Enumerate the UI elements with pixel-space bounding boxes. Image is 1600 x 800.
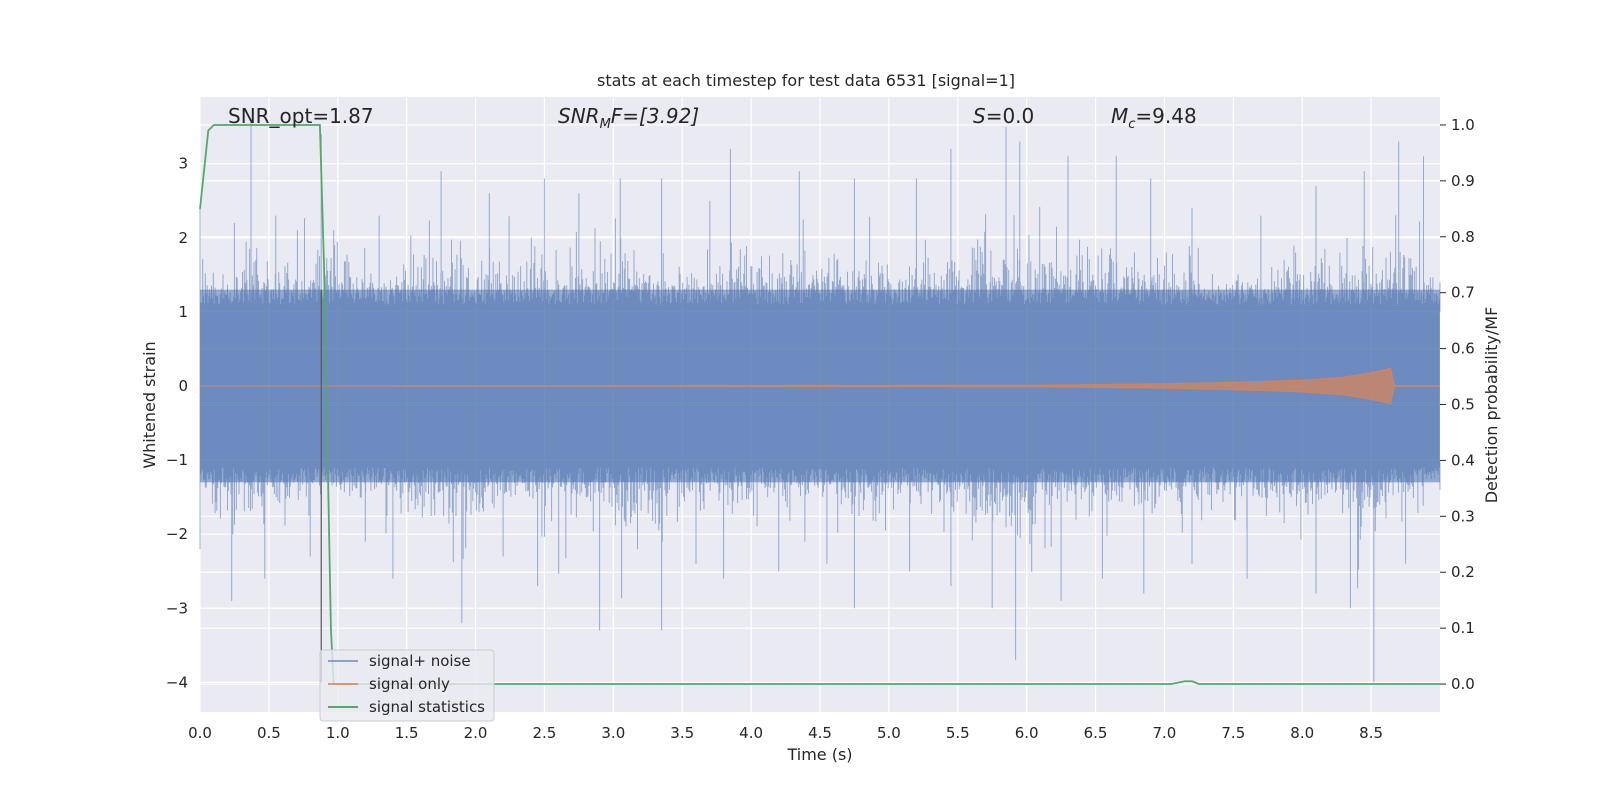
y2-tick-label: 0.0 (1451, 675, 1475, 693)
x-axis-label: Time (s) (786, 745, 852, 764)
annotation-snr-mf-sub: M (600, 117, 611, 132)
y2-tick-label: 0.6 (1451, 340, 1475, 358)
annotation-s-base: S (973, 104, 986, 128)
x-tick-label: 6.0 (1015, 724, 1039, 742)
annotation-s-rest: =0.0 (986, 104, 1035, 128)
x-tick-label: 4.0 (739, 724, 763, 742)
y-tick-label: −2 (166, 525, 188, 543)
annotation-snr-opt: SNR_opt=1.87 (228, 104, 374, 128)
annotation-snr-mf: SNRMF=[3.92] (558, 104, 699, 132)
x-tick-label: 0.0 (188, 724, 212, 742)
annotation-s: S=0.0 (973, 104, 1034, 128)
x-tick-label: 2.5 (533, 724, 557, 742)
x-tick-label: 5.0 (877, 724, 901, 742)
y2-tick-label: 0.9 (1451, 172, 1475, 190)
y2-tick-label: 0.1 (1451, 619, 1475, 637)
y-tick-label: 2 (178, 229, 188, 247)
x-tick-label: 0.5 (257, 724, 281, 742)
annotation-mc: Mc=9.48 (1111, 104, 1197, 132)
y2-axis-label: Detection probability/MF (1482, 307, 1501, 504)
y-tick-label: −1 (166, 451, 188, 469)
y2-tick-label: 0.8 (1451, 228, 1475, 246)
y-axis-ticks: −4 −3 −2 −1 0 1 2 3 (166, 155, 188, 692)
x-tick-label: 7.5 (1221, 724, 1245, 742)
x-tick-label: 2.0 (464, 724, 488, 742)
y2-tick-label: 0.7 (1451, 284, 1475, 302)
y2-tick-label: 0.4 (1451, 451, 1475, 469)
y-tick-label: 3 (178, 155, 188, 173)
x-tick-label: 3.0 (601, 724, 625, 742)
x-tick-label: 4.5 (808, 724, 832, 742)
y2-tick-label: 1.0 (1451, 116, 1475, 134)
x-tick-label: 3.5 (670, 724, 694, 742)
x-tick-label: 1.0 (326, 724, 350, 742)
x-tick-label: 1.5 (395, 724, 419, 742)
x-tick-label: 7.0 (1153, 724, 1177, 742)
y-tick-label: −3 (166, 599, 188, 617)
legend: signal+ noise signal only signal statist… (319, 649, 495, 722)
chart-title: stats at each timestep for test data 653… (597, 71, 1015, 90)
series-signal-only (200, 367, 1440, 405)
annotation-mc-sub: c (1128, 117, 1135, 132)
x-tick-label: 5.5 (946, 724, 970, 742)
y-tick-label: 1 (178, 303, 188, 321)
annotation-snr-mf-base: SNR (558, 104, 600, 128)
x-tick-label: 6.5 (1084, 724, 1108, 742)
y2-axis-ticks: 0.0 0.1 0.2 0.3 0.4 0.5 0.6 0.7 0.8 0.9 1.0 (1440, 116, 1475, 693)
x-tick-label: 8.5 (1359, 724, 1383, 742)
legend-label-noise: signal+ noise (369, 652, 471, 670)
y-tick-label: −4 (166, 673, 188, 691)
y2-tick-label: 0.3 (1451, 507, 1475, 525)
annotation-mc-base: M (1111, 104, 1128, 128)
y2-tick-label: 0.2 (1451, 563, 1475, 581)
legend-label-statistics: signal statistics (369, 698, 485, 716)
y-tick-label: 0 (178, 377, 188, 395)
signal-only-band (200, 367, 1396, 405)
annotation-snr-mf-rest: F=[3.92] (611, 104, 699, 128)
legend-label-signal: signal only (369, 675, 450, 693)
y2-tick-label: 0.5 (1451, 396, 1475, 414)
annotation-mc-rest: =9.48 (1135, 104, 1196, 128)
legend-box (319, 649, 495, 722)
x-tick-label: 8.0 (1290, 724, 1314, 742)
x-axis-ticks: 0.0 0.5 1.0 1.5 2.0 2.5 3.0 3.5 4.0 4.5 5.0 5.5 6.0 6… (188, 724, 1383, 742)
y-axis-label: Whitened strain (140, 341, 159, 468)
